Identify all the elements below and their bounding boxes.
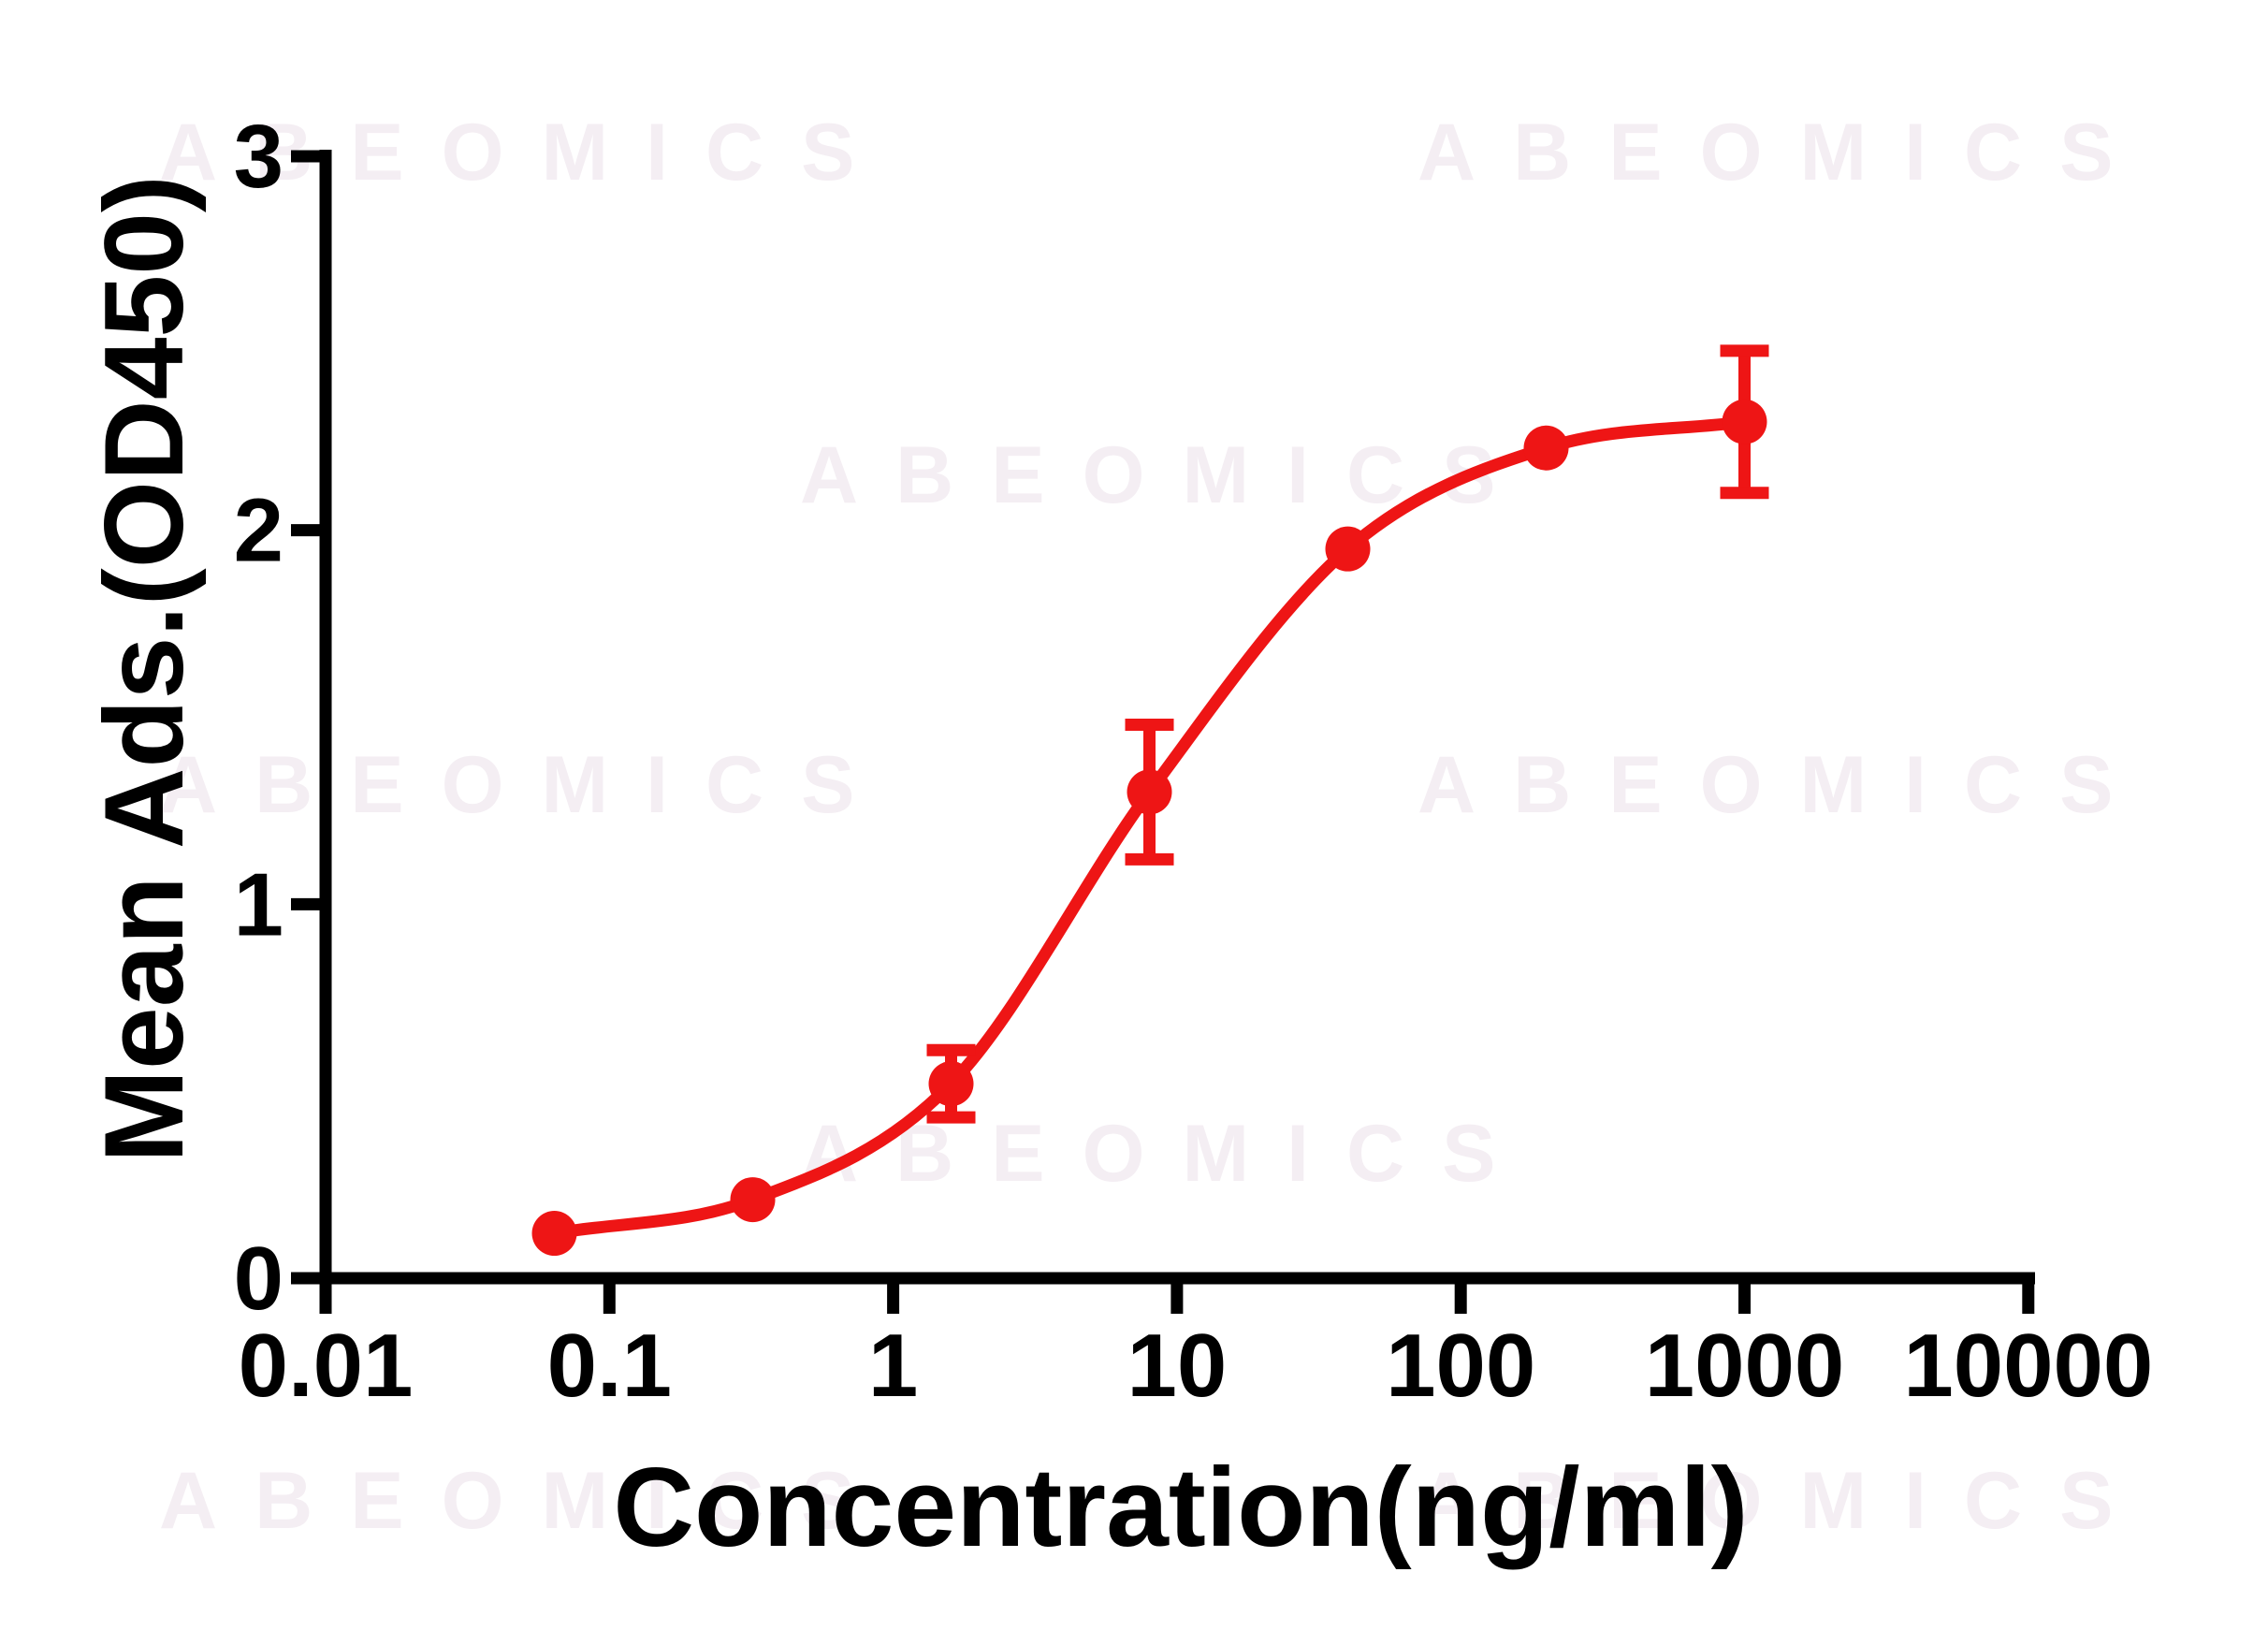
watermark-layer: ABEOMICS ABEOMICS ABEOMICS ABEOMICS ABEOMICS… (159, 108, 2150, 1546)
data-point-marker (1127, 769, 1172, 815)
watermark-text: ABEOMICS (800, 1109, 1533, 1199)
y-tick-label: 1 (234, 854, 284, 954)
x-tick-label: 100 (1386, 1316, 1535, 1416)
watermark-text: ABEOMICS (159, 108, 892, 197)
x-axis-title: Concentration(ng/ml) (613, 1445, 1748, 1570)
y-tick-label: 0 (234, 1229, 284, 1329)
data-point-marker (928, 1061, 974, 1107)
axes-layer: 0.01 0.1 1 10 100 1000 10000 0 1 2 3 (234, 107, 2154, 1416)
watermark-text: ABEOMICS (159, 740, 892, 830)
x-tick-label: 1000 (1645, 1316, 1845, 1416)
watermark-text: ABEOMICS (800, 430, 1533, 520)
y-tick-label: 3 (234, 107, 284, 207)
data-point-marker (1722, 399, 1767, 444)
x-tick-label: 1 (868, 1316, 918, 1416)
x-tick-label: 10 (1127, 1316, 1228, 1416)
data-series-layer (531, 344, 1769, 1257)
watermark-text: ABEOMICS (159, 1456, 892, 1546)
x-tick-label: 0.01 (239, 1316, 414, 1416)
watermark-text: ABEOMICS (1418, 740, 2150, 830)
watermark-text: ABEOMICS (1418, 1456, 2150, 1546)
data-point-marker (1523, 425, 1569, 471)
watermark-text: ABEOMICS (1418, 108, 2150, 197)
x-tick-label: 10000 (1903, 1316, 2153, 1416)
data-point-marker (1325, 526, 1371, 572)
y-tick-label: 2 (234, 481, 284, 581)
y-axis-title: Mean Ads.(OD450) (81, 175, 207, 1163)
data-point-marker (531, 1211, 577, 1257)
x-tick-label: 0.1 (547, 1316, 672, 1416)
data-point-marker (730, 1177, 776, 1223)
